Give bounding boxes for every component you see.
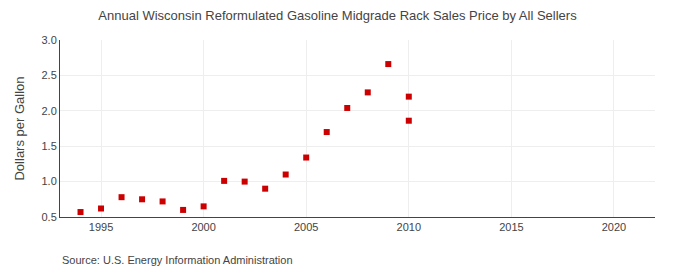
svg-text:2.5: 2.5 bbox=[42, 69, 57, 81]
svg-text:Source: U.S. Energy Informatio: Source: U.S. Energy Information Administ… bbox=[62, 254, 293, 266]
svg-text:2.0: 2.0 bbox=[42, 105, 57, 117]
svg-text:3.0: 3.0 bbox=[42, 34, 57, 46]
svg-text:2005: 2005 bbox=[294, 221, 318, 233]
svg-text:2015: 2015 bbox=[499, 221, 523, 233]
svg-text:Dollars per Gallon: Dollars per Gallon bbox=[12, 76, 27, 180]
svg-text:1.5: 1.5 bbox=[42, 140, 57, 152]
svg-text:1995: 1995 bbox=[89, 221, 113, 233]
svg-text:Annual Wisconsin Reformulated: Annual Wisconsin Reformulated Gasoline M… bbox=[98, 8, 577, 23]
svg-text:2020: 2020 bbox=[602, 221, 626, 233]
svg-text:1.0: 1.0 bbox=[42, 175, 57, 187]
svg-text:2010: 2010 bbox=[397, 221, 421, 233]
svg-text:0.5: 0.5 bbox=[42, 211, 57, 223]
svg-text:2000: 2000 bbox=[191, 221, 215, 233]
